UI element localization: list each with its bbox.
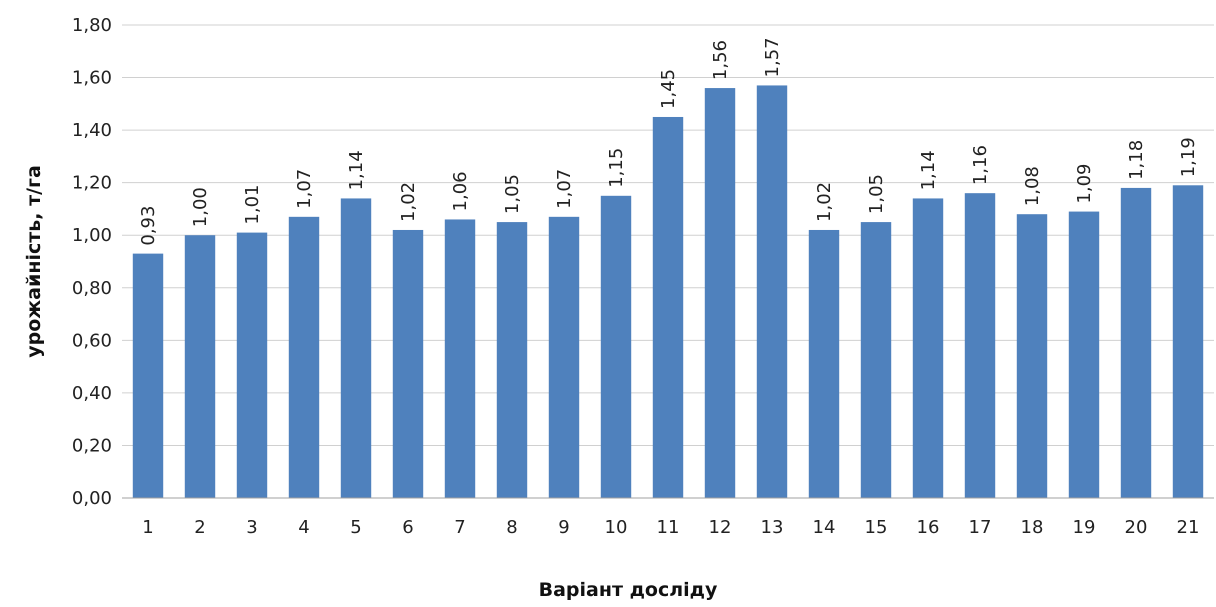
data-label: 1,02 — [398, 182, 419, 222]
data-label: 1,00 — [190, 187, 211, 227]
x-tick-label: 2 — [194, 517, 205, 538]
bar — [236, 232, 268, 498]
x-tick-label: 6 — [402, 517, 413, 538]
x-tick-labels: 1 2 3 4 5 6 7 8 9 10 11 12 13 14 15 16 17 18 19 20 21 — [142, 517, 1199, 538]
x-tick-label: 7 — [454, 517, 465, 538]
x-tick-label: 5 — [350, 517, 361, 538]
x-tick-label: 12 — [709, 517, 732, 538]
y-tick-label: 0,20 — [72, 435, 112, 456]
data-label: 1,07 — [554, 169, 575, 209]
data-label: 1,02 — [814, 182, 835, 222]
bar — [704, 88, 736, 499]
x-tick-label: 13 — [761, 517, 784, 538]
x-tick-label: 21 — [1177, 517, 1200, 538]
y-tick-label: 0,60 — [72, 330, 112, 351]
x-axis-title: Варіант досліду — [539, 579, 718, 601]
data-label: 1,05 — [502, 174, 523, 214]
x-tick-label: 3 — [246, 517, 257, 538]
y-tick-label: 0,80 — [72, 278, 112, 299]
bar — [652, 116, 684, 498]
data-label: 1,01 — [242, 185, 263, 225]
bar — [132, 253, 164, 498]
bar — [392, 229, 424, 498]
x-tick-label: 4 — [298, 517, 309, 538]
bar — [1172, 185, 1204, 499]
bar — [496, 222, 528, 499]
y-tick-label: 0,40 — [72, 383, 112, 404]
x-tick-label: 18 — [1021, 517, 1044, 538]
bar — [600, 195, 632, 499]
data-label: 1,19 — [1178, 137, 1199, 177]
data-label: 1,09 — [1074, 163, 1095, 203]
bar — [756, 85, 788, 498]
x-tick-label: 1 — [142, 517, 153, 538]
y-tick-label: 0,00 — [72, 488, 112, 509]
bar — [964, 193, 996, 498]
data-label: 1,16 — [970, 145, 991, 185]
x-tick-label: 10 — [605, 517, 628, 538]
x-tick-label: 14 — [813, 517, 836, 538]
y-axis-title: урожайність, т/га — [23, 165, 45, 358]
bar — [288, 216, 320, 499]
y-tick-labels: 0,00 0,20 0,40 0,60 0,80 1,00 1,20 1,40 1,60 1,80 — [72, 15, 112, 509]
data-label: 1,45 — [658, 69, 679, 109]
bar — [912, 198, 944, 498]
data-labels: 0,93 1,00 1,01 1,07 1,14 1,02 1,06 1,05 1,07 1,15… — [138, 37, 1199, 245]
bar — [808, 229, 840, 498]
data-label: 1,14 — [918, 150, 939, 190]
data-label: 1,05 — [866, 174, 887, 214]
x-tick-label: 8 — [506, 517, 517, 538]
y-tick-label: 1,60 — [72, 68, 112, 89]
bar — [1120, 187, 1152, 498]
x-tick-label: 11 — [657, 517, 680, 538]
y-tick-label: 1,20 — [72, 173, 112, 194]
data-label: 1,14 — [346, 150, 367, 190]
bars — [132, 85, 1204, 499]
bar — [548, 216, 580, 499]
x-tick-label: 20 — [1125, 517, 1148, 538]
data-label: 1,56 — [710, 40, 731, 80]
y-tick-label: 1,80 — [72, 15, 112, 36]
x-tick-label: 17 — [969, 517, 992, 538]
data-label: 1,18 — [1126, 140, 1147, 180]
x-tick-label: 19 — [1073, 517, 1096, 538]
data-label: 1,15 — [606, 148, 627, 188]
y-tick-label: 1,40 — [72, 120, 112, 141]
bar — [1016, 214, 1048, 498]
data-label: 1,08 — [1022, 166, 1043, 206]
bar — [860, 222, 892, 499]
bar — [444, 219, 476, 498]
data-label: 1,07 — [294, 169, 315, 209]
bar — [184, 235, 216, 498]
data-label: 1,06 — [450, 171, 471, 211]
x-tick-label: 16 — [917, 517, 940, 538]
bar — [340, 198, 372, 498]
x-tick-label: 9 — [558, 517, 569, 538]
bar — [1068, 211, 1100, 499]
y-tick-label: 1,00 — [72, 225, 112, 246]
data-label: 0,93 — [138, 206, 159, 246]
x-tick-label: 15 — [865, 517, 888, 538]
data-label: 1,57 — [762, 37, 783, 77]
